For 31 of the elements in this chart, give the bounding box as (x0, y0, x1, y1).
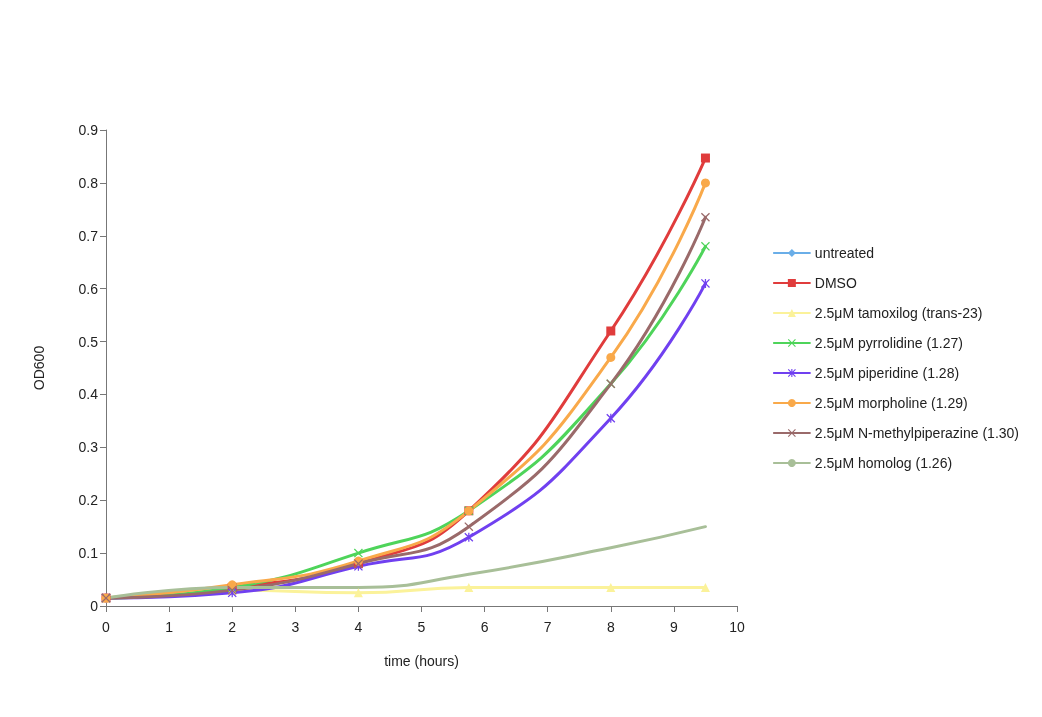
y-tick-label: 0.3 (78, 439, 99, 456)
x-tick-label: 6 (480, 619, 489, 635)
y-tick-label: 0.5 (78, 333, 99, 350)
legend-label: 2.5μM pyrrolidine (1.27) (814, 335, 963, 351)
y-tick-label: 0.7 (78, 227, 99, 244)
x-tick-label: 9 (670, 619, 678, 635)
legend-label: 2.5μM homolog (1.26) (814, 455, 953, 471)
y-axis-title: OD600 (31, 345, 47, 391)
x-tick-label: 5 (417, 619, 426, 635)
legend-label: 2.5μM morpholine (1.29) (814, 395, 968, 411)
legend-label: untreated (814, 245, 875, 261)
y-tick-label: 0.9 (78, 122, 99, 138)
y-tick-label: 0.1 (78, 545, 99, 562)
x-axis-title: time (hours) (384, 653, 459, 669)
legend-label: DMSO (814, 275, 857, 291)
y-tick-label: 0.8 (78, 174, 99, 191)
x-tick-label: 1 (165, 619, 174, 635)
y-tick-label: 0.4 (78, 386, 99, 403)
y-tick-label: 0.2 (78, 492, 99, 509)
legend-label: 2.5μM tamoxilog (trans-23) (814, 305, 983, 321)
x-tick-label: 8 (606, 619, 615, 635)
x-tick-label: 2 (228, 619, 237, 635)
x-tick-label: 4 (354, 619, 363, 635)
y-tick-label: 0 (90, 598, 99, 614)
x-tick-label: 0 (102, 619, 111, 635)
x-tick-label: 7 (543, 619, 552, 635)
legend-label: 2.5μM N-methylpiperazine (1.30) (814, 425, 1020, 441)
x-tick-label: 10 (729, 619, 745, 635)
legend-label: 2.5μM piperidine (1.28) (814, 365, 960, 381)
x-tick-label: 3 (291, 619, 300, 635)
y-tick-label: 0.6 (78, 280, 99, 297)
